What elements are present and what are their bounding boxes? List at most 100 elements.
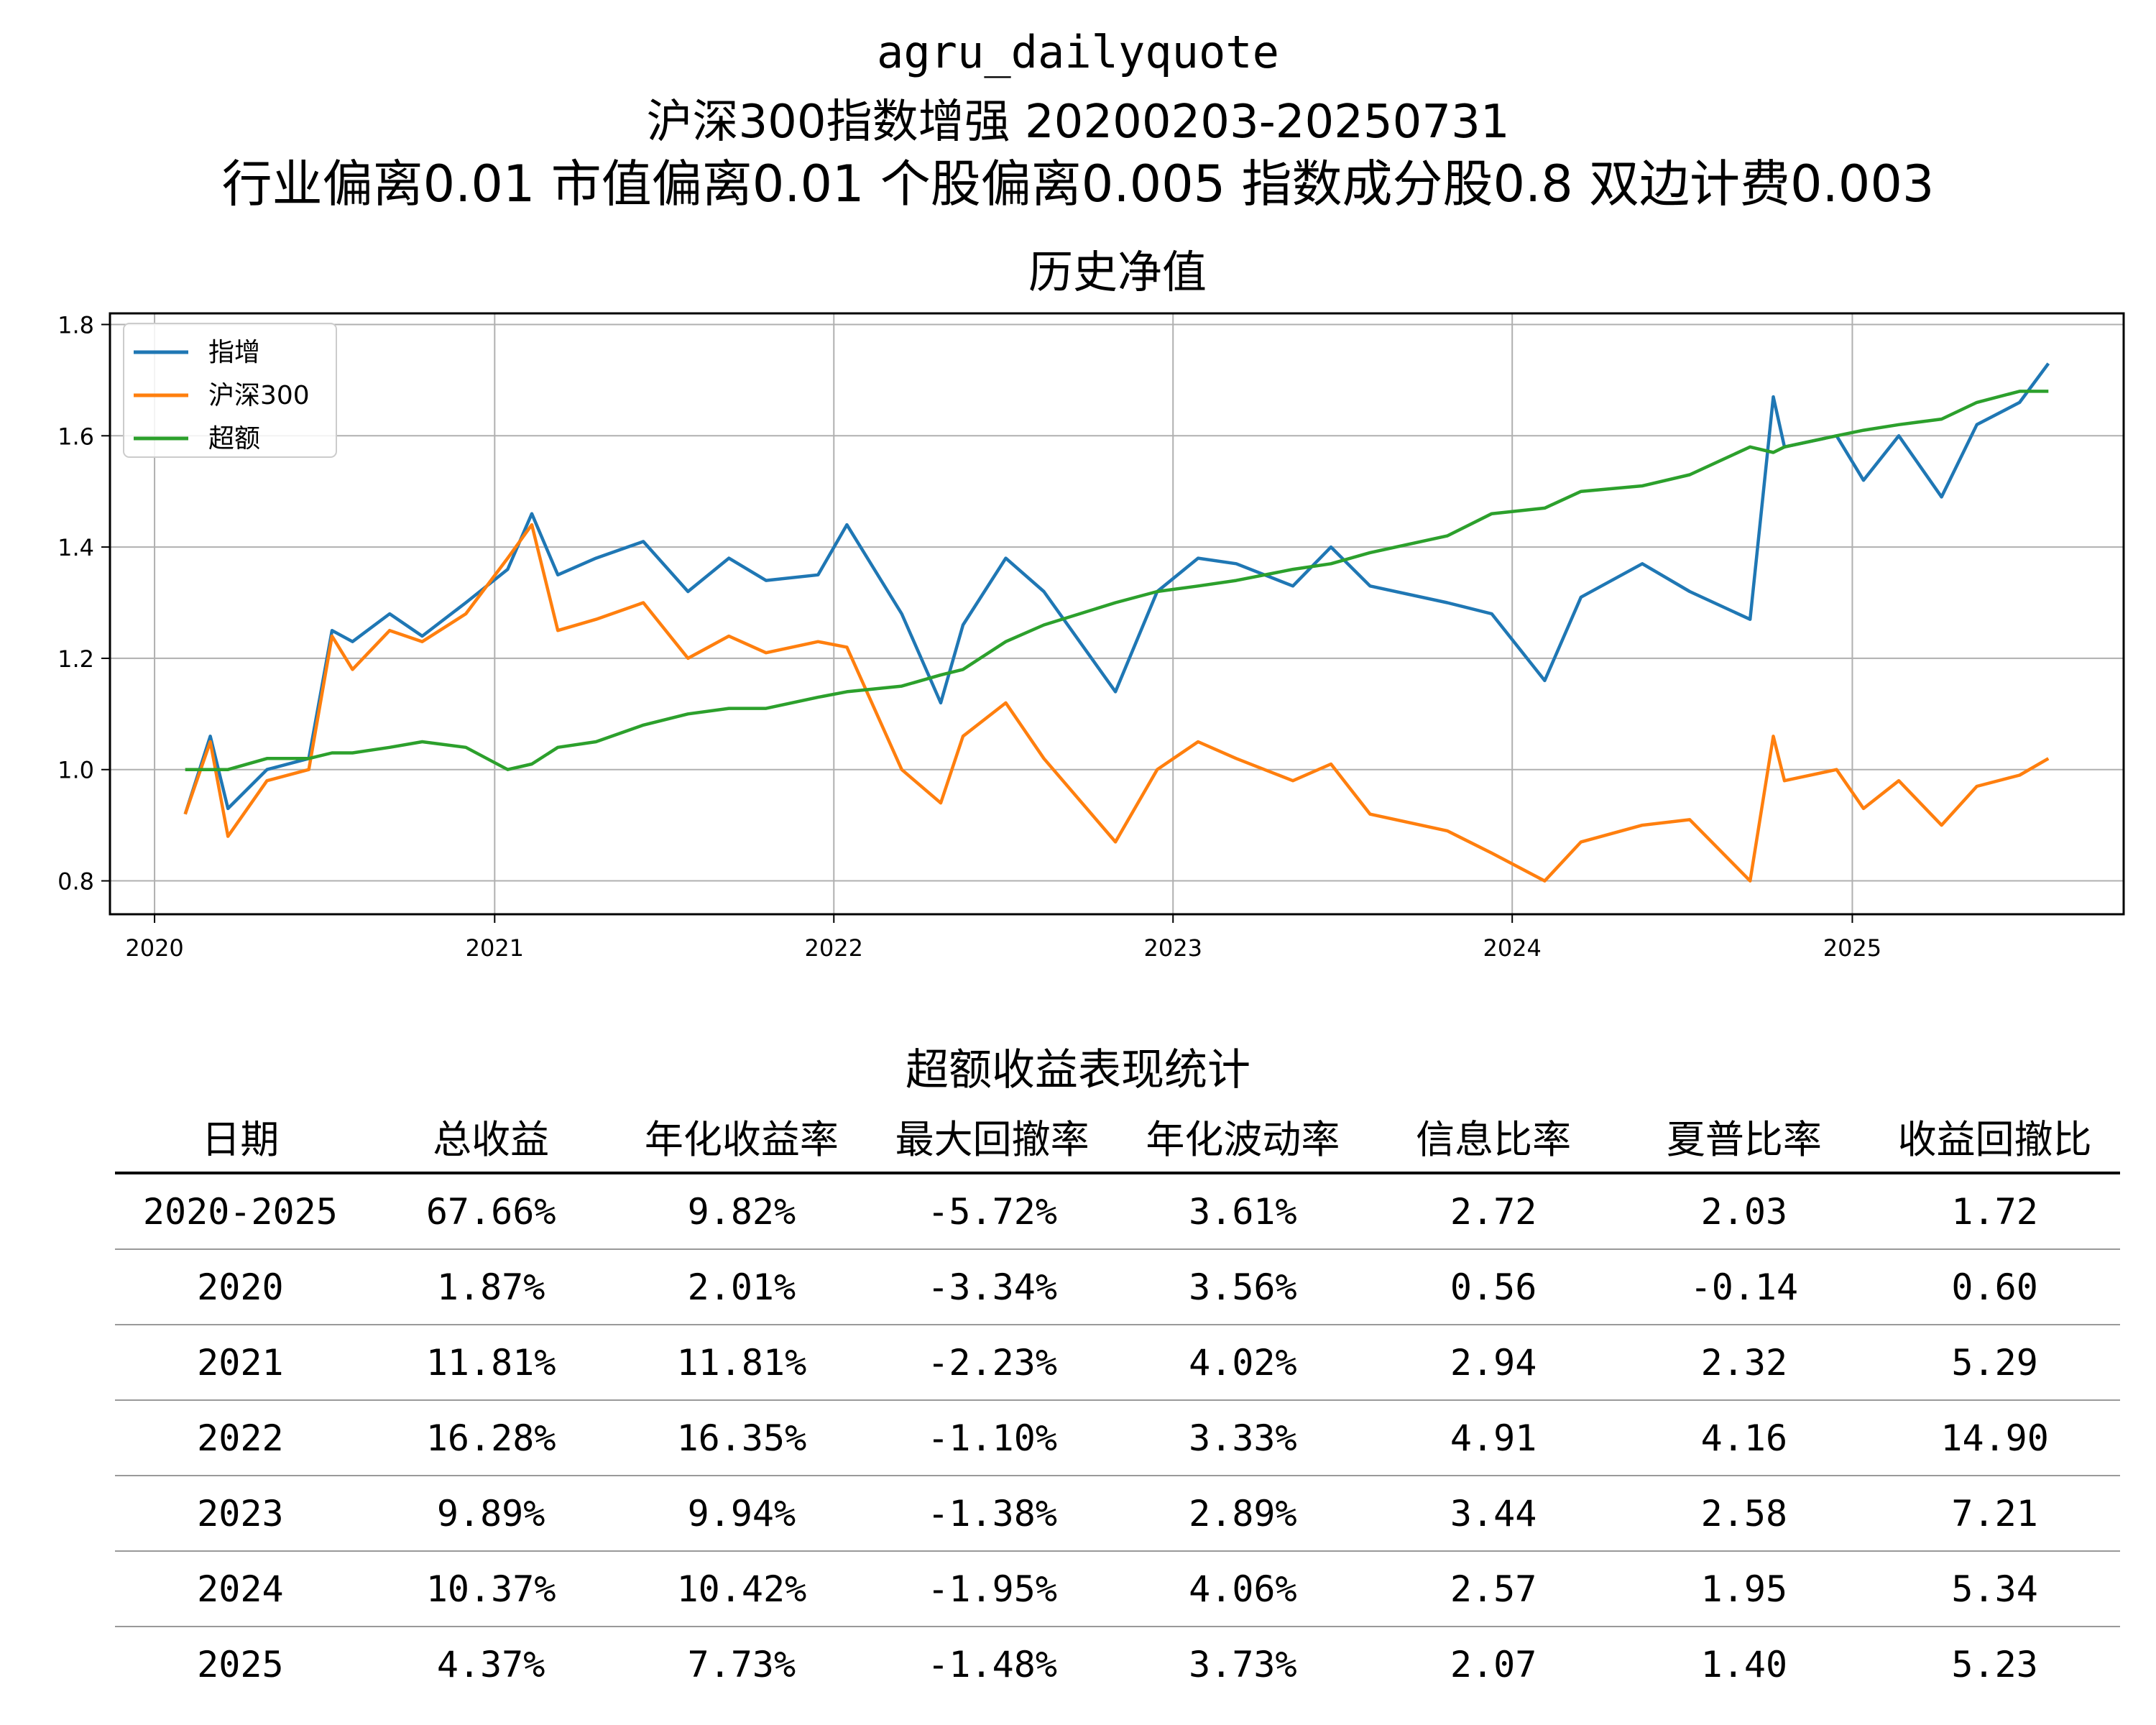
y-tick-label: 1.2	[57, 645, 94, 673]
plot-frame	[109, 312, 2125, 916]
table-cell: 3.56%	[1118, 1249, 1368, 1325]
legend-label: 指增	[208, 338, 260, 367]
table-cell: 2.58	[1618, 1476, 1870, 1552]
table-cell: -1.10%	[867, 1400, 1118, 1476]
table-cell: 1.40	[1700, 1643, 1788, 1685]
legend-label: 沪深300	[208, 381, 310, 410]
table-cell: 2021	[115, 1325, 366, 1401]
table-row: 2022 16.28% 16.35% -1.10% 3.33% 4.91 4.16 14.90	[115, 1400, 2120, 1476]
table-cell: -1.48%	[927, 1643, 1057, 1685]
table-row: 2020 1.87% 2.01% -3.34% 3.56% 0.56 -0.14 0.60	[115, 1249, 2120, 1325]
table-cell: -1.95%	[867, 1551, 1118, 1627]
table-cell: 2020	[115, 1249, 366, 1325]
table-cell: 9.82%	[616, 1173, 867, 1250]
legend-label: 超额	[208, 424, 260, 454]
series-line-2	[185, 390, 2049, 771]
table-cell: 1.87%	[365, 1249, 617, 1325]
table-cell: 4.16	[1618, 1400, 1870, 1476]
series-line-0	[183, 362, 2050, 815]
table-cell: 4.37%	[436, 1643, 545, 1685]
x-tick-label: 2020	[125, 934, 183, 962]
table-cell: 9.89%	[365, 1476, 617, 1552]
table-cell: -5.72%	[867, 1173, 1118, 1250]
table-cell: 2.03	[1618, 1173, 1870, 1250]
table-cell: 10.42%	[616, 1551, 867, 1627]
table-cell: 2024	[115, 1551, 366, 1627]
x-tick-label: 2023	[1144, 934, 1202, 962]
table-cell: 2.72	[1368, 1173, 1619, 1250]
table-cell: 5.29	[1869, 1325, 2120, 1401]
y-tick-label: 1.8	[57, 311, 94, 339]
table-cell: -1.38%	[867, 1476, 1118, 1552]
table-cell: 2023	[115, 1476, 366, 1552]
table-cell: 2.32	[1618, 1325, 1870, 1401]
table-row: 2021 11.81% 11.81% -2.23% 4.02% 2.94 2.32 5.29	[115, 1325, 2120, 1401]
table-cell: 5.23	[1951, 1643, 2038, 1685]
column-header: 年化波动率	[1118, 1100, 1368, 1174]
table-cell: -0.14	[1618, 1249, 1870, 1325]
table-cell: 0.56	[1368, 1249, 1619, 1325]
table-row: 2020-2025 67.66% 9.82% -5.72% 3.61% 2.72 2.03 1…	[115, 1173, 2120, 1250]
stats-title: 超额收益表现统计	[906, 1045, 1250, 1095]
y-tick-label: 1.6	[57, 423, 94, 450]
table-row: 2023 9.89% 9.94% -1.38% 2.89% 3.44 2.58 7.21	[115, 1476, 2120, 1552]
x-tick-label: 2022	[805, 934, 863, 962]
table-cell: 2025	[197, 1643, 284, 1685]
table-cell: 2.01%	[616, 1249, 867, 1325]
table-cell: 16.28%	[365, 1400, 617, 1476]
column-header: 最大回撤率	[867, 1100, 1118, 1174]
stats-table: 日期 总收益 年化收益率 最大回撤率 年化波动率 信息比率 夏普比率 收益回撤比 2020-2…	[115, 1100, 2120, 1701]
chart-grid	[110, 313, 2124, 914]
table-cell: 0.60	[1869, 1249, 2120, 1325]
column-header: 夏普比率	[1618, 1100, 1870, 1174]
table-row: 2025 4.37% 7.73% -1.48% 3.73% 2.07 1.40 5.23	[115, 1627, 2120, 1701]
table-cell: -3.34%	[867, 1249, 1118, 1325]
table-cell: 4.02%	[1118, 1325, 1368, 1401]
chart-series	[183, 362, 2050, 883]
table-cell: 7.21	[1869, 1476, 2120, 1552]
x-tick-label: 2021	[466, 934, 524, 962]
table-cell: 14.90	[1869, 1400, 2120, 1476]
table-cell: 10.37%	[365, 1551, 617, 1627]
table-cell: 2.57	[1368, 1551, 1619, 1627]
table-cell: 5.34	[1869, 1551, 2120, 1627]
table-cell: 2022	[115, 1400, 366, 1476]
y-tick-label: 1.4	[57, 534, 94, 561]
column-header: 总收益	[365, 1100, 617, 1174]
table-cell: 11.81%	[616, 1325, 867, 1401]
column-header: 年化收益率	[616, 1100, 867, 1174]
series-line-1	[183, 523, 2050, 883]
report-title: agru_dailyquote	[877, 26, 1279, 78]
table-cell: 3.44	[1368, 1476, 1619, 1552]
report-parameters: 行业偏离0.01 市值偏离0.01 个股偏离0.005 指数成分股0.8 双边计…	[221, 155, 1935, 213]
table-cell: 7.73%	[687, 1643, 796, 1685]
table-cell: 2.89%	[1118, 1476, 1368, 1552]
table-cell: 3.73%	[1189, 1643, 1297, 1685]
x-tick-label: 2024	[1483, 934, 1541, 962]
chart-title: 历史净值	[1028, 246, 1207, 298]
table-cell: 2.94	[1368, 1325, 1619, 1401]
report-subtitle: 沪深300指数增强 20200203-20250731	[646, 96, 1510, 149]
table-cell: 1.72	[1869, 1173, 2120, 1250]
table-cell: 4.06%	[1118, 1551, 1368, 1627]
chart-axes: 2020 2021 2022 2023 2024 2025 0.8 1.0 1.2 1.4 1.6 1…	[57, 311, 1881, 962]
y-tick-label: 1.0	[57, 757, 94, 784]
table-cell: -2.23%	[867, 1325, 1118, 1401]
table-cell: 1.95	[1618, 1551, 1870, 1627]
column-header: 信息比率	[1368, 1100, 1619, 1174]
table-cell: 4.91	[1368, 1400, 1619, 1476]
nav-line-chart: 历史净值 2020 2021 2022 2023 2024 2025 0.8 1.0 1.2 1.…	[57, 246, 2125, 962]
table-cell: 2020-2025	[115, 1173, 366, 1250]
column-header: 收益回撤比	[1869, 1100, 2120, 1174]
y-tick-label: 0.8	[57, 868, 94, 896]
table-cell: 16.35%	[616, 1400, 867, 1476]
table-cell: 9.94%	[616, 1476, 867, 1552]
table-cell: 11.81%	[365, 1325, 617, 1401]
table-cell: 3.33%	[1118, 1400, 1368, 1476]
table-cell: 3.61%	[1118, 1173, 1368, 1250]
column-header: 日期	[115, 1100, 366, 1174]
table-cell: 67.66%	[365, 1173, 617, 1250]
legend-box	[123, 323, 337, 458]
table-row: 2024 10.37% 10.42% -1.95% 4.06% 2.57 1.95 5.34	[115, 1551, 2120, 1627]
